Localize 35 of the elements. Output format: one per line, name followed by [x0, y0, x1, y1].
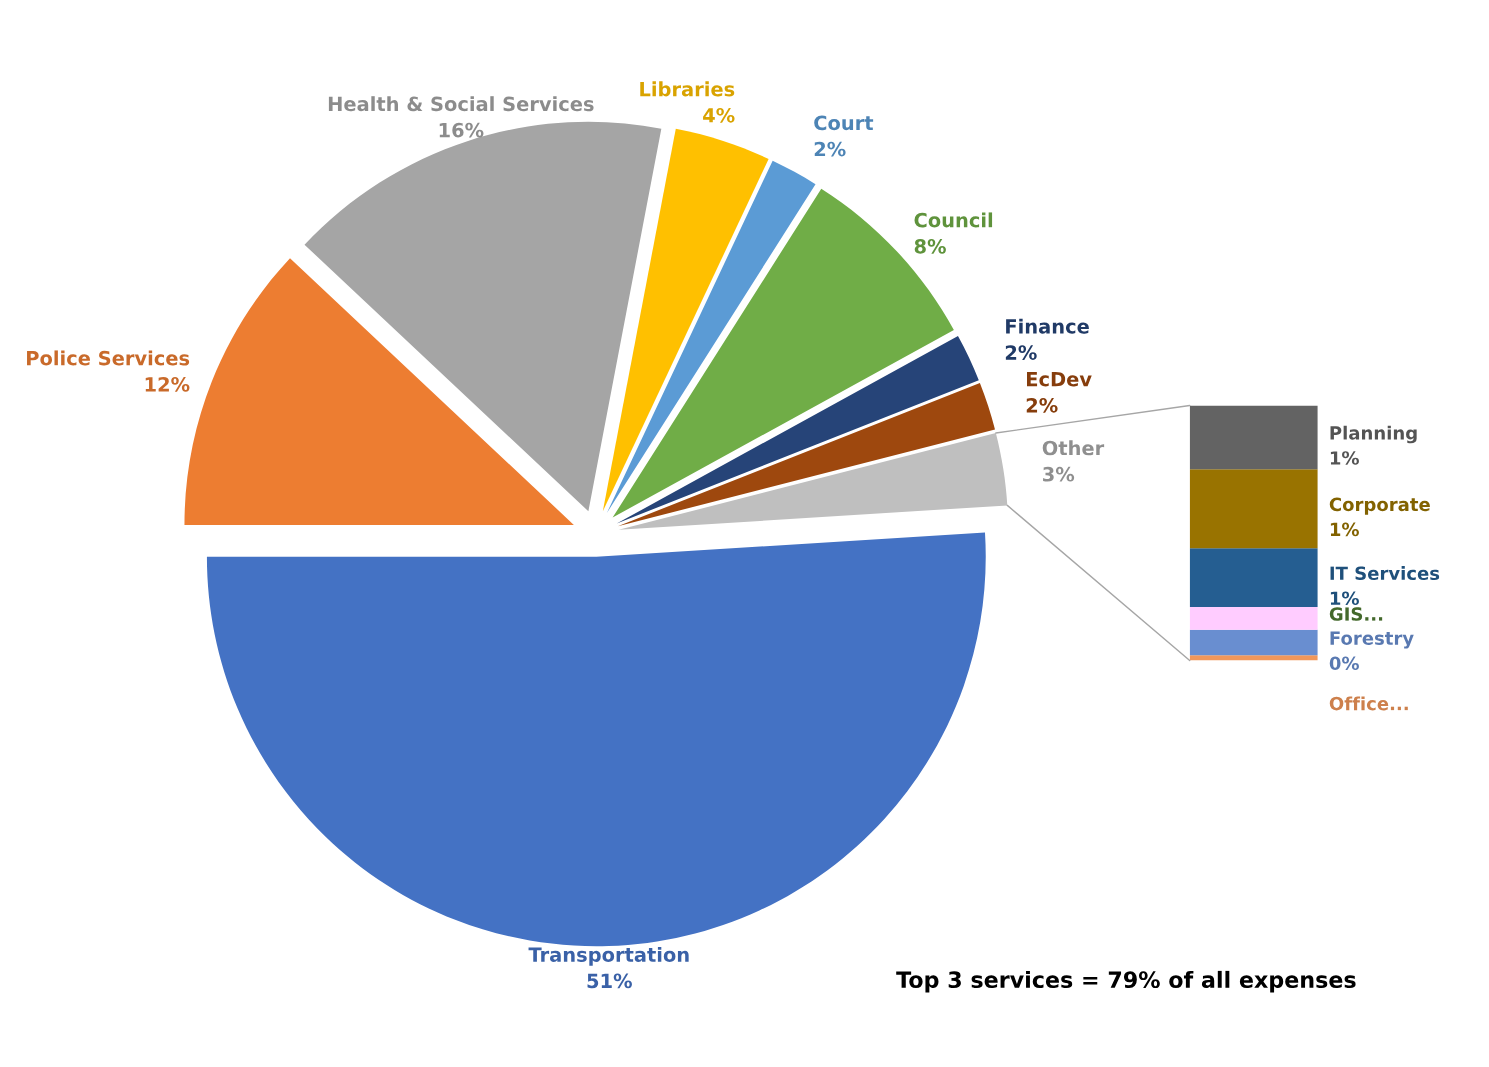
text: 1% — [1330, 591, 1359, 606]
text: 1% — [1330, 451, 1359, 465]
series-label: GIS... — [1329, 607, 1383, 621]
data-label: 51% — [587, 973, 632, 989]
text: Top 3 services = 79% of all expenses — [896, 970, 1356, 993]
data-label: 2% — [814, 141, 846, 157]
bar — [1189, 405, 1318, 470]
series-label: Corporate — [1329, 497, 1430, 515]
series-label: Planning — [1330, 425, 1417, 444]
text: Office... — [1329, 696, 1408, 711]
data-label: 2% — [1005, 345, 1037, 360]
slice-label: EcDev — [1027, 372, 1092, 387]
bar — [1189, 629, 1318, 656]
bar — [1189, 548, 1318, 607]
slice-label: Other — [1042, 440, 1105, 456]
text: 0% — [1329, 656, 1359, 671]
data-label: 16% — [439, 122, 484, 138]
data-label: 3% — [1043, 466, 1075, 482]
series-label: IT Services — [1330, 566, 1440, 581]
bar — [1189, 469, 1318, 549]
slice-label: Finance — [1006, 318, 1089, 334]
data-label: 12% — [145, 376, 190, 392]
data-label: 4% — [703, 107, 735, 123]
bar — [1189, 606, 1318, 630]
slice-label: Libraries — [640, 81, 735, 97]
data-label: 8% — [914, 238, 946, 254]
data-label: 2% — [1026, 397, 1058, 413]
slice-label: Council — [914, 212, 993, 228]
slice-label: Police Services — [27, 350, 190, 366]
series-label: Forestry — [1330, 631, 1414, 649]
slice-label: Health & Social Services — [328, 96, 594, 112]
bar — [1189, 655, 1318, 661]
slice-label: Court — [814, 115, 874, 131]
text: 1% — [1330, 522, 1359, 537]
slice-label: Transportation — [528, 946, 689, 966]
